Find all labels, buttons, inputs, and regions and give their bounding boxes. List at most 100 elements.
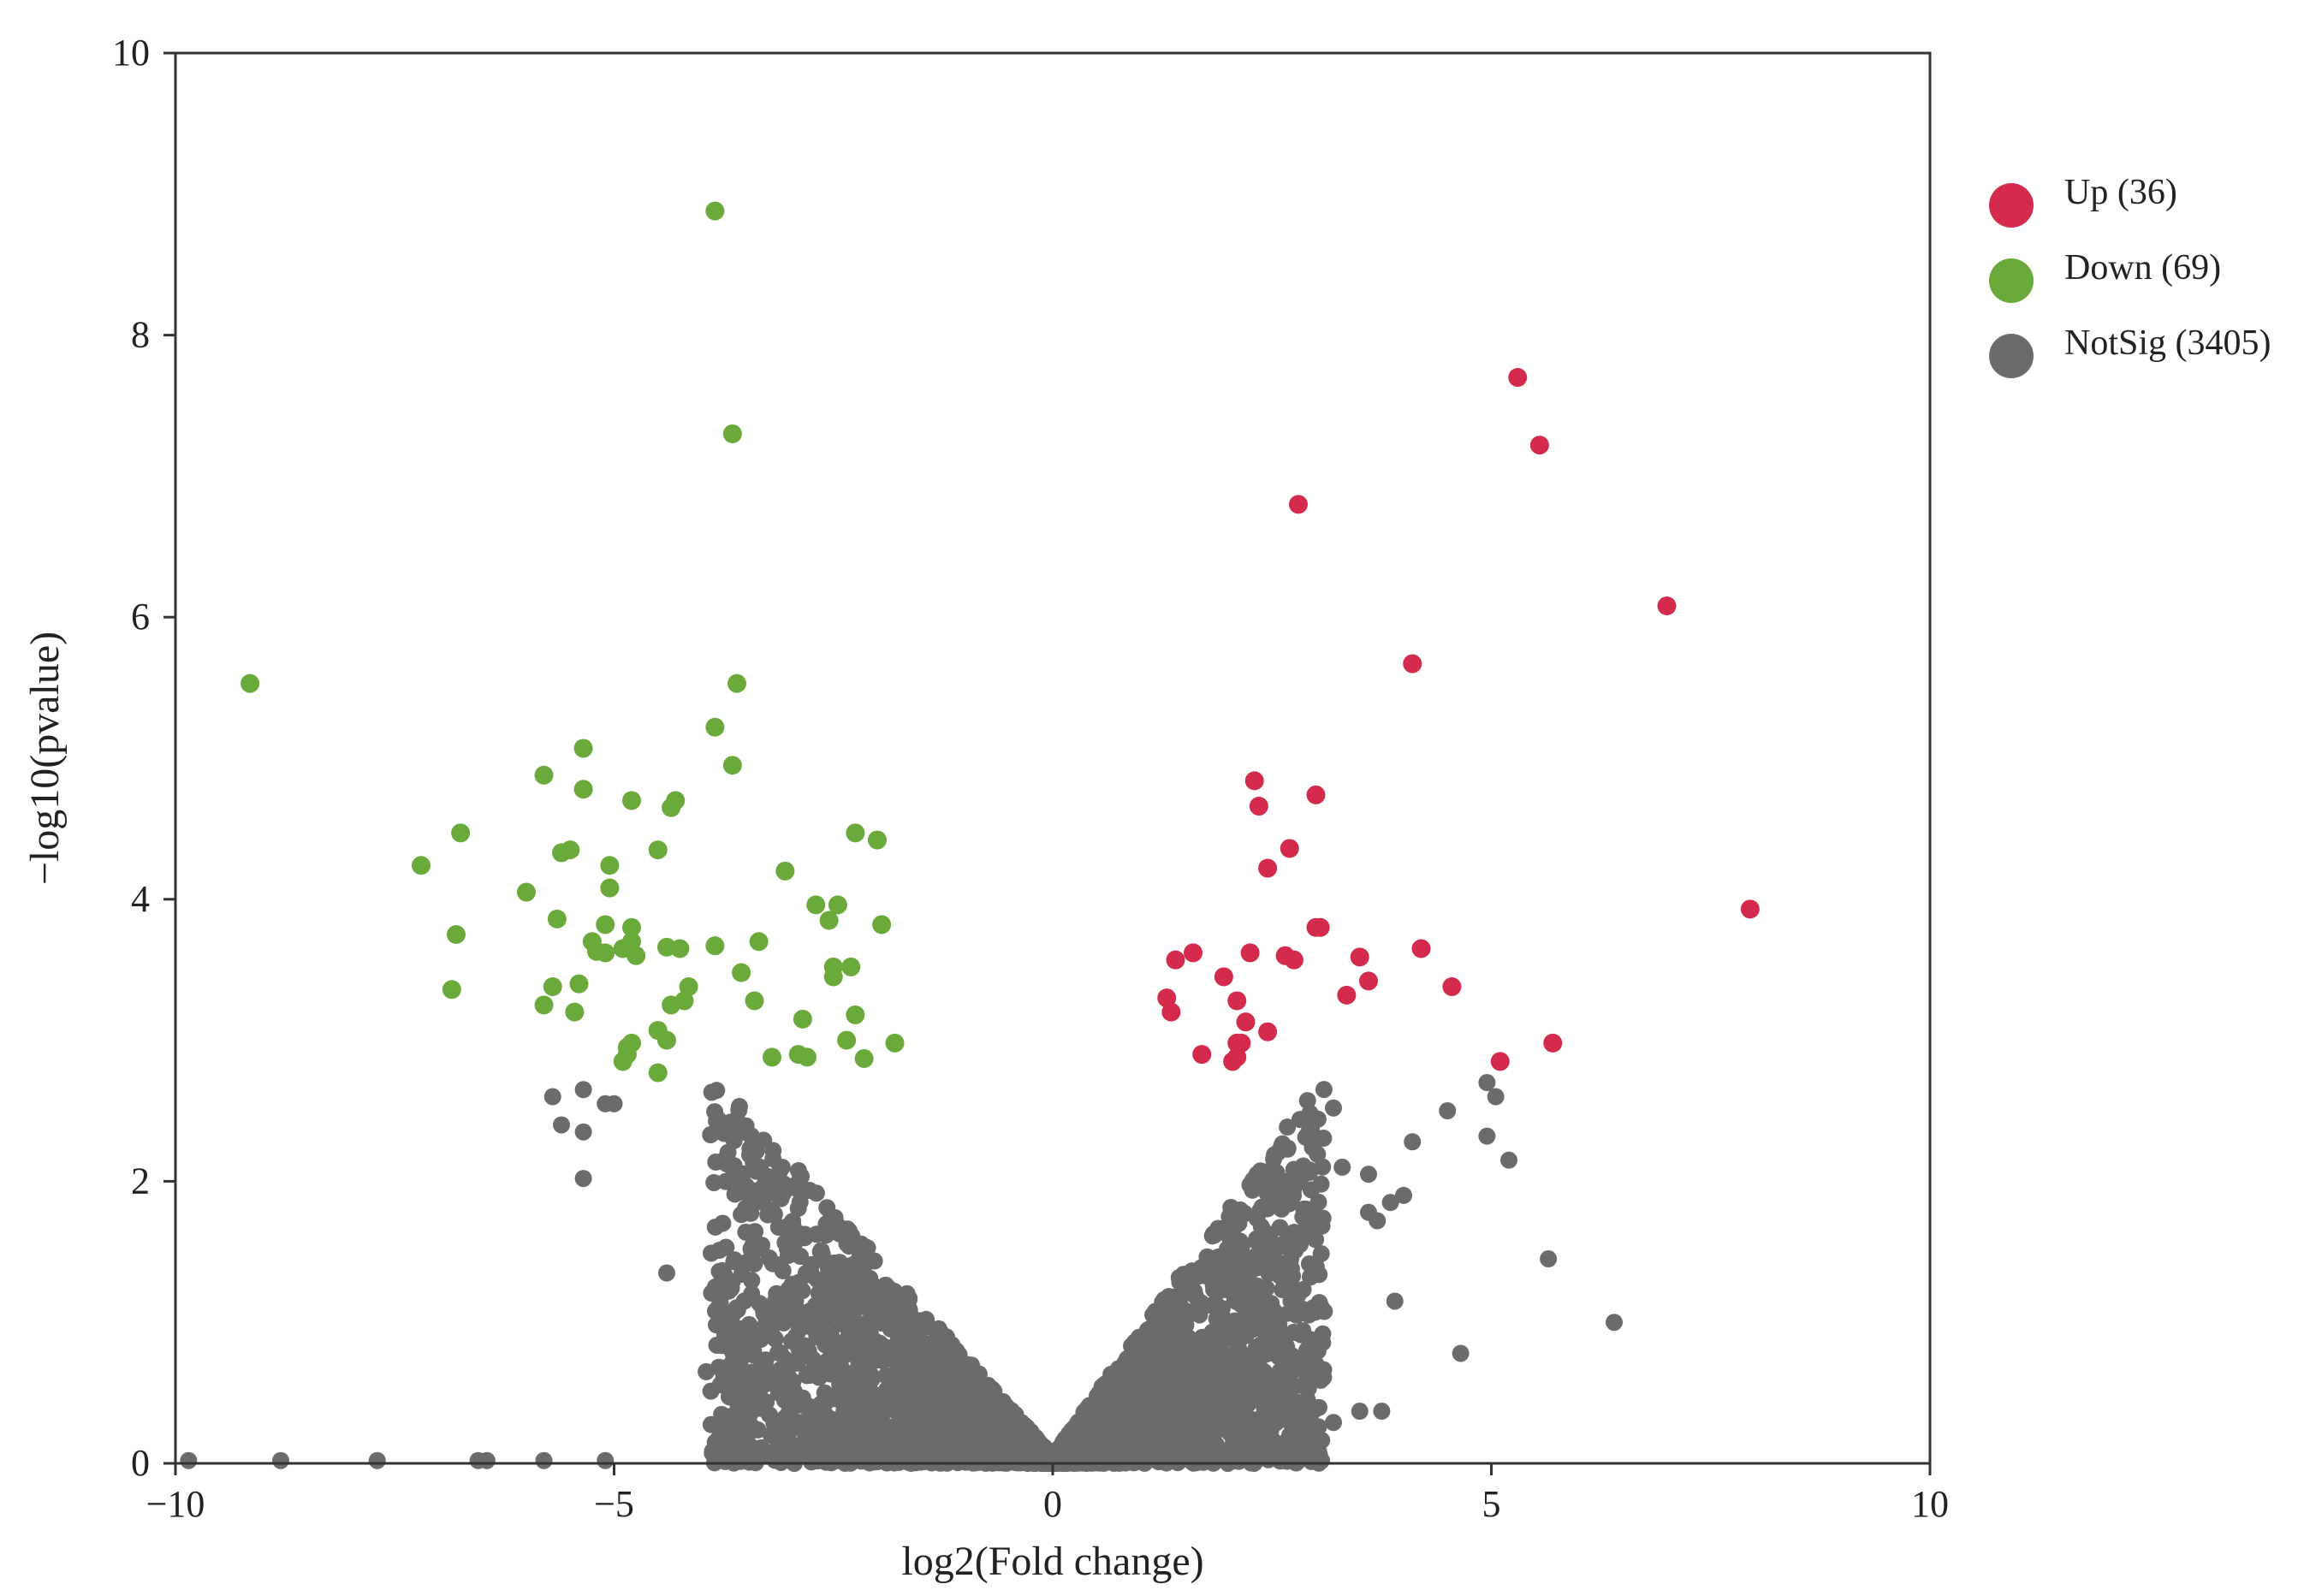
- y-axis-title: −log10(pvalue): [22, 632, 68, 885]
- notsig-point: [877, 1367, 895, 1385]
- notsig-point: [833, 1261, 851, 1279]
- notsig-point: [909, 1405, 927, 1423]
- notsig-point: [876, 1338, 894, 1356]
- notsig-point: [553, 1116, 570, 1134]
- down-point: [727, 673, 746, 693]
- notsig-point: [716, 1267, 733, 1285]
- notsig-point: [801, 1366, 819, 1384]
- notsig-point: [574, 1081, 592, 1099]
- notsig-point: [743, 1285, 761, 1302]
- notsig-point: [1286, 1242, 1304, 1260]
- notsig-point: [812, 1443, 830, 1461]
- down-point: [828, 895, 847, 915]
- notsig-point: [1312, 1244, 1330, 1262]
- down-point: [600, 878, 620, 898]
- notsig-point: [733, 1439, 751, 1457]
- notsig-point: [1312, 1371, 1330, 1389]
- up-point: [1490, 1052, 1510, 1071]
- down-point: [622, 917, 641, 937]
- down-point: [622, 791, 641, 810]
- notsig-point: [543, 1088, 561, 1106]
- notsig-point: [1238, 1312, 1256, 1330]
- notsig-point: [1294, 1157, 1312, 1175]
- notsig-point: [775, 1386, 793, 1404]
- notsig-point: [1129, 1377, 1147, 1395]
- down-point: [648, 840, 668, 860]
- notsig-point: [1232, 1352, 1250, 1370]
- down-point: [705, 201, 725, 221]
- notsig-point: [1202, 1296, 1220, 1314]
- notsig-point: [1226, 1288, 1244, 1306]
- down-point: [670, 939, 690, 958]
- notsig-point: [769, 1167, 787, 1185]
- notsig-point: [726, 1185, 744, 1203]
- down-point: [565, 1002, 585, 1022]
- notsig-point: [1204, 1225, 1222, 1243]
- notsig-point: [900, 1419, 917, 1437]
- notsig-point: [775, 1438, 793, 1456]
- notsig-point: [868, 1282, 886, 1300]
- notsig-point: [819, 1259, 837, 1277]
- notsig-point: [1302, 1344, 1320, 1362]
- notsig-point: [478, 1451, 496, 1469]
- notsig-point: [658, 1264, 675, 1282]
- notsig-point: [574, 1170, 592, 1188]
- down-point: [846, 1005, 865, 1024]
- notsig-point: [762, 1426, 780, 1444]
- notsig-point: [791, 1193, 809, 1211]
- notsig-point: [1241, 1176, 1259, 1194]
- notsig-point: [779, 1247, 797, 1265]
- notsig-point: [1301, 1405, 1319, 1423]
- notsig-point: [1096, 1375, 1113, 1393]
- notsig-point: [968, 1438, 986, 1456]
- notsig-point: [1174, 1380, 1192, 1398]
- notsig-point: [886, 1423, 904, 1441]
- notsig-point: [1167, 1356, 1185, 1374]
- down-point: [569, 974, 589, 994]
- up-point: [1240, 943, 1260, 963]
- notsig-point: [716, 1307, 733, 1325]
- notsig-point: [1439, 1102, 1457, 1119]
- up-point: [1350, 947, 1369, 967]
- notsig-point: [840, 1396, 858, 1414]
- notsig-point: [1333, 1158, 1351, 1176]
- notsig-point: [1309, 1145, 1327, 1163]
- notsig-point: [698, 1362, 716, 1380]
- up-point: [1740, 899, 1760, 919]
- notsig-point: [1237, 1433, 1255, 1451]
- notsig-point: [743, 1376, 761, 1394]
- down-point: [534, 765, 554, 785]
- notsig-point: [831, 1374, 849, 1392]
- notsig-point: [1386, 1292, 1404, 1310]
- notsig-point: [1243, 1452, 1261, 1470]
- down-point: [447, 925, 466, 944]
- notsig-point: [1291, 1111, 1309, 1129]
- notsig-point: [1155, 1290, 1173, 1308]
- notsig-point: [1280, 1355, 1298, 1373]
- notsig-point: [950, 1380, 968, 1398]
- legend-marker-notsig: [1989, 334, 2034, 378]
- down-point: [573, 780, 593, 799]
- notsig-point: [1268, 1143, 1286, 1161]
- y-tick-label: 10: [112, 32, 150, 74]
- notsig-point: [807, 1184, 825, 1202]
- x-axis-title: log2(Fold change): [901, 1539, 1203, 1584]
- notsig-point: [823, 1410, 841, 1428]
- notsig-point: [706, 1103, 724, 1121]
- notsig-point: [368, 1451, 386, 1469]
- notsig-point: [1173, 1445, 1191, 1463]
- notsig-point: [1208, 1361, 1226, 1379]
- down-point: [534, 995, 554, 1015]
- notsig-point: [1148, 1344, 1166, 1362]
- notsig-point: [1225, 1411, 1243, 1429]
- x-axis: −10 −5 0 5 10: [146, 1463, 1949, 1525]
- notsig-point: [915, 1453, 933, 1471]
- y-axis: 0 2 4 6 8 10: [112, 32, 175, 1484]
- down-point: [451, 823, 471, 843]
- notsig-point: [1351, 1403, 1369, 1421]
- down-point: [872, 915, 892, 934]
- notsig-point: [1258, 1200, 1276, 1218]
- notsig-point: [741, 1405, 759, 1423]
- notsig-point: [922, 1342, 940, 1360]
- down-point: [552, 843, 571, 863]
